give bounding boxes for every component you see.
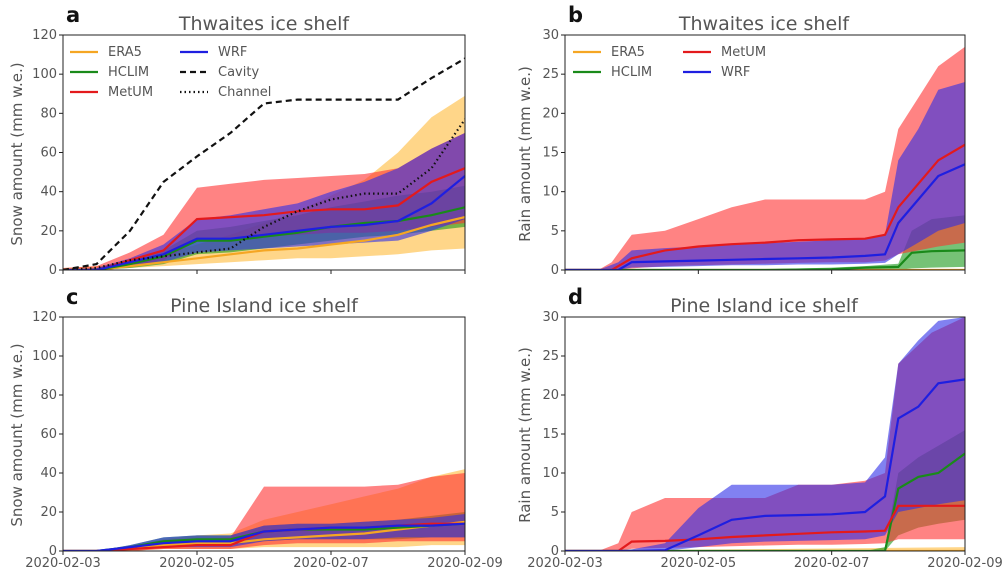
panel-c-plot: 0 20 40 60 80 100 120 2020-02-03 2020-02-05 2020-… xyxy=(25,310,503,571)
legend-label-wrf: WRF xyxy=(218,45,247,60)
plot-area xyxy=(63,57,465,270)
y-tick-label: 20 xyxy=(40,224,57,239)
y-tick-label: 20 xyxy=(40,505,57,520)
y-tick-label: 80 xyxy=(40,388,57,403)
legend-label-hclim: HCLIM xyxy=(611,65,652,80)
y-tick-label: 0 xyxy=(551,544,559,559)
series-line-era5 xyxy=(63,216,465,270)
legend-label-channel: Channel xyxy=(218,85,271,100)
y-tick-label: 60 xyxy=(40,427,57,442)
y-tick-label: 10 xyxy=(542,466,559,481)
series-line-metum xyxy=(565,504,965,551)
legend-label-hclim: HCLIM xyxy=(108,65,149,80)
band-metum xyxy=(63,132,465,270)
band-wrf xyxy=(63,132,465,270)
y-tick-label: 20 xyxy=(542,388,559,403)
legend: ERA5 HCLIM MetUM WRF Cavity Channel xyxy=(70,45,271,100)
plot-area xyxy=(63,469,465,551)
panel-b-title: Thwaites ice shelf xyxy=(678,13,851,35)
y-tick-label: 5 xyxy=(551,224,559,239)
y-tick-label: 40 xyxy=(40,466,57,481)
x-tick-label: 2020-02-03 xyxy=(25,556,101,571)
y-tick-label: 100 xyxy=(32,67,57,82)
series-line-wrf xyxy=(63,175,465,270)
y-tick-label: 20 xyxy=(542,106,559,121)
y-tick-label: 25 xyxy=(542,67,559,82)
panel-a-plot: 0 20 40 60 80 100 120 ERA5 HCLIM MetUM WRF Cavity Ch… xyxy=(32,28,466,278)
plot-area xyxy=(565,46,965,270)
y-tick-label: 30 xyxy=(542,28,559,43)
y-tick-label: 10 xyxy=(542,185,559,200)
y-tick-label: 60 xyxy=(40,146,57,161)
panel-a-ylabel: Snow amount (mm w.e.) xyxy=(8,62,26,245)
panel-b-letter: b xyxy=(568,3,583,27)
x-tick-label: 2020-02-09 xyxy=(927,556,1003,571)
legend-label-metum: MetUM xyxy=(721,45,766,60)
series-line-hclim xyxy=(565,249,965,270)
legend-label-cavity: Cavity xyxy=(218,65,259,80)
panel-d-title: Pine Island ice shelf xyxy=(670,295,859,317)
band-wrf xyxy=(565,317,965,551)
y-tick-label: 80 xyxy=(40,106,57,121)
y-tick-label: 5 xyxy=(551,505,559,520)
legend-label-era5: ERA5 xyxy=(611,45,645,60)
panel-a-title: Thwaites ice shelf xyxy=(178,13,351,35)
y-tick-label: 15 xyxy=(542,146,559,161)
x-tick-label: 2020-02-05 xyxy=(661,556,737,571)
plot-area xyxy=(565,317,965,551)
panel-d-ylabel: Rain amount (mm w.e.) xyxy=(516,347,534,523)
y-tick-label: 120 xyxy=(32,28,57,43)
panel-c-ylabel: Snow amount (mm w.e.) xyxy=(8,343,26,526)
panel-a: a Thwaites ice shelf Snow amount (mm w.e… xyxy=(8,3,466,278)
panel-d: d Pine Island ice shelf Rain amount (mm … xyxy=(516,285,1003,571)
x-tick-label: 2020-02-03 xyxy=(527,556,603,571)
panel-c-letter: c xyxy=(66,285,78,309)
x-tick-label: 2020-02-07 xyxy=(794,556,870,571)
y-tick-label: 120 xyxy=(32,310,57,325)
y-tick-label: 100 xyxy=(32,349,57,364)
panel-d-plot: 0 5 10 15 20 25 30 2020-02-03 2020-02-05 2020-02-… xyxy=(527,310,1003,571)
band-metum xyxy=(565,46,965,270)
y-tick-label: 25 xyxy=(542,349,559,364)
series-line-channel xyxy=(63,118,465,270)
series-line-metum xyxy=(565,143,965,270)
panel-c-title: Pine Island ice shelf xyxy=(170,295,359,317)
band-hclim xyxy=(565,215,965,270)
legend-label-wrf: WRF xyxy=(721,65,750,80)
series-line-hclim xyxy=(565,452,965,551)
series-line-cavity xyxy=(63,57,465,270)
panel-d-letter: d xyxy=(568,285,583,309)
y-tick-label: 15 xyxy=(542,427,559,442)
panel-c: c Pine Island ice shelf Snow amount (mm … xyxy=(8,285,503,571)
legend: ERA5 HCLIM MetUM WRF xyxy=(573,45,766,80)
y-tick-label: 0 xyxy=(551,263,559,278)
panel-a-letter: a xyxy=(66,3,80,27)
series-line-wrf xyxy=(565,163,965,270)
legend-label-era5: ERA5 xyxy=(108,45,142,60)
panel-b: b Thwaites ice shelf Rain amount (mm w.e… xyxy=(516,3,966,278)
x-tick-label: 2020-02-09 xyxy=(427,556,503,571)
x-tick-label: 2020-02-07 xyxy=(293,556,369,571)
panel-b-ylabel: Rain amount (mm w.e.) xyxy=(516,66,534,242)
y-tick-label: 0 xyxy=(49,544,57,559)
panel-b-plot: 0 5 10 15 20 25 30 ERA5 HCLIM MetUM WRF xyxy=(542,28,966,278)
y-tick-label: 0 xyxy=(49,263,57,278)
y-tick-label: 30 xyxy=(542,310,559,325)
legend-label-metum: MetUM xyxy=(108,85,153,100)
x-tick-label: 2020-02-05 xyxy=(159,556,235,571)
series-line-wrf xyxy=(63,522,465,551)
y-tick-label: 40 xyxy=(40,185,57,200)
